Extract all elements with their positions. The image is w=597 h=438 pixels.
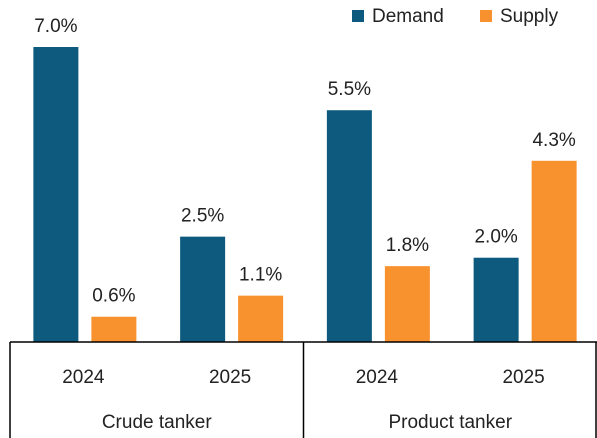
bar [180,236,226,342]
x-tick-label: 2024 [62,367,105,388]
bar [531,160,577,342]
legend-label: Supply [500,6,559,27]
bar [238,295,284,342]
x-tick-label: 2024 [356,367,399,388]
bar [91,316,137,342]
bar [384,266,430,342]
data-label: 1.1% [239,265,282,286]
bar [473,257,519,342]
legend-label: Demand [372,6,444,27]
data-label: 4.3% [532,130,575,151]
group-label: Crude tanker [102,412,213,433]
legend-swatch [480,10,492,22]
data-label: 2.0% [474,227,517,248]
x-tick-label: 2025 [209,367,251,388]
x-tick-label: 2025 [502,367,544,388]
data-label: 5.5% [328,79,371,100]
legend-swatch [352,10,364,22]
data-label: 0.6% [92,286,135,307]
data-label: 7.0% [34,16,77,37]
group-label: Product tanker [388,412,512,433]
data-label: 1.8% [386,235,429,256]
data-label: 2.5% [181,206,224,227]
bar [326,110,372,342]
bar [33,47,79,342]
